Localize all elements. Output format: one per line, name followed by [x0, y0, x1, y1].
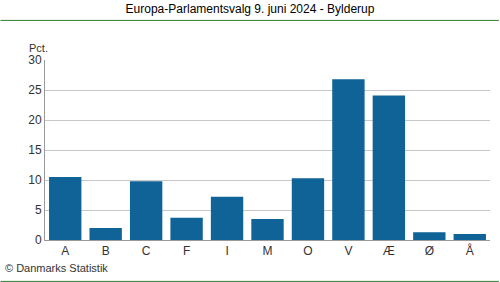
- svg-text:M: M: [263, 244, 273, 258]
- svg-text:Europa-Parlamentsvalg 9. juni: Europa-Parlamentsvalg 9. juni 2024 - Byl…: [126, 2, 375, 16]
- svg-text:Pct.: Pct.: [29, 42, 48, 54]
- svg-text:30: 30: [28, 53, 42, 67]
- svg-text:5: 5: [35, 203, 42, 217]
- svg-text:Å: Å: [466, 243, 474, 258]
- svg-text:0: 0: [35, 233, 42, 247]
- svg-text:A: A: [61, 244, 69, 258]
- svg-text:© Danmarks Statistik: © Danmarks Statistik: [5, 262, 108, 274]
- svg-text:15: 15: [28, 143, 42, 157]
- svg-text:C: C: [142, 244, 151, 258]
- svg-text:V: V: [344, 244, 352, 258]
- svg-text:B: B: [102, 244, 110, 258]
- svg-text:F: F: [183, 244, 190, 258]
- svg-text:20: 20: [28, 113, 42, 127]
- svg-text:Æ: Æ: [383, 244, 395, 258]
- svg-text:I: I: [225, 244, 228, 258]
- svg-text:10: 10: [28, 173, 42, 187]
- svg-text:Ø: Ø: [425, 244, 434, 258]
- svg-text:O: O: [303, 244, 312, 258]
- svg-text:25: 25: [28, 83, 42, 97]
